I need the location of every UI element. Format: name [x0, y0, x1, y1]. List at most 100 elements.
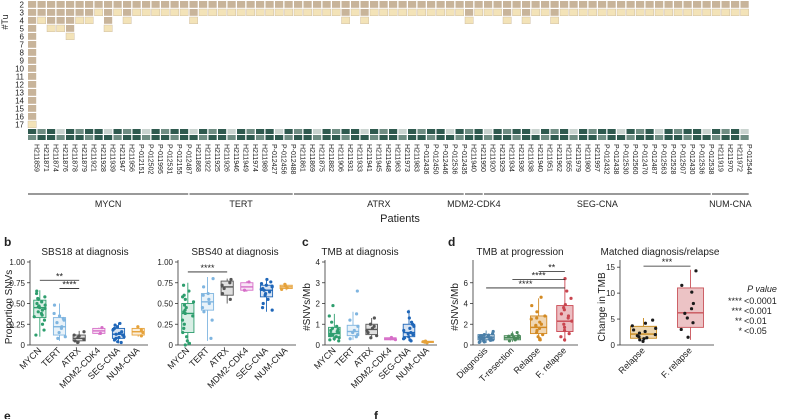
patient-id: H211929 — [498, 144, 505, 172]
annotation-cell — [246, 135, 255, 140]
tumor-cell — [360, 1, 369, 8]
tumor-cell — [104, 9, 113, 16]
annotation-cell — [341, 135, 350, 140]
tumor-cell — [28, 81, 37, 88]
tumor-cell — [151, 1, 160, 8]
row-number: 15 — [15, 105, 24, 114]
tumor-cell-last — [265, 8, 274, 17]
tumor-cell — [161, 1, 170, 8]
data-point — [643, 321, 648, 325]
annotation-cell — [455, 129, 464, 134]
annotation-cell — [294, 135, 303, 140]
annotation-cell — [674, 135, 683, 140]
annotation-cell — [237, 135, 246, 140]
data-point — [490, 331, 495, 336]
data-point — [645, 336, 649, 340]
patient-id: H211983 — [413, 144, 420, 172]
data-point — [77, 334, 81, 338]
tumor-cell — [28, 1, 37, 8]
tumor-cell — [170, 1, 179, 8]
patient-id: H211941 — [365, 144, 372, 172]
data-point — [685, 316, 689, 320]
data-point — [184, 306, 188, 310]
data-point — [266, 297, 270, 301]
annotation-cell — [408, 129, 417, 134]
tumor-cell-last — [170, 8, 179, 17]
annotation-cell — [113, 135, 122, 140]
patient-id: H211948 — [384, 144, 391, 172]
patient-id: P-012536 — [698, 144, 705, 174]
data-point — [180, 318, 185, 322]
patient-id: H211920 — [489, 144, 496, 172]
data-point — [229, 277, 233, 282]
data-point — [207, 297, 211, 301]
annotation-cell — [427, 129, 436, 134]
tumor-cell — [303, 1, 312, 8]
data-point — [412, 324, 416, 328]
tumor-cell — [56, 17, 65, 24]
annotation-cell — [379, 135, 388, 140]
annotation-cell — [142, 129, 151, 134]
data-point — [389, 335, 394, 340]
row-number: 7 — [20, 41, 25, 50]
tumor-cell — [617, 1, 626, 8]
annotation-cell — [655, 129, 664, 134]
tumor-cell-last — [227, 8, 236, 17]
annotation-cell — [151, 135, 160, 140]
tumor-cell-last — [388, 8, 398, 17]
tumor-cell — [218, 1, 227, 8]
ylabel-snvs-mb-d: #SNVs/Mb — [450, 283, 461, 331]
annotation-cell — [37, 135, 46, 140]
tumor-cell — [702, 1, 711, 8]
row-number: 3 — [20, 9, 25, 18]
significance-stars: **** — [200, 263, 215, 273]
row-number: 13 — [15, 89, 24, 98]
data-point — [539, 322, 544, 326]
data-point — [139, 334, 143, 338]
tumor-cell-last — [46, 24, 56, 33]
annotation-cell — [702, 135, 711, 140]
annotation-cell — [66, 129, 75, 134]
tumor-cell-last — [369, 8, 379, 17]
tumor-cell-last — [559, 8, 569, 17]
tumor-cell — [560, 1, 569, 8]
tumor-cell-last — [578, 8, 588, 17]
tumor-cell-last — [645, 8, 654, 17]
data-point — [40, 308, 44, 312]
y-tick-label: 2 — [316, 300, 321, 309]
y-tick-label: 15 — [606, 263, 615, 272]
box-body — [530, 315, 548, 335]
annotation-cell — [94, 135, 103, 140]
annotation-cell — [674, 129, 683, 134]
tumor-cell — [275, 1, 284, 8]
data-point — [637, 335, 641, 339]
tumor-cell — [294, 1, 303, 8]
data-point — [112, 338, 117, 342]
data-point — [117, 331, 121, 335]
annotation-cell — [132, 129, 141, 134]
patient-id: H211989 — [261, 144, 268, 172]
annotation-cell — [313, 135, 322, 140]
annotation-cell — [256, 129, 265, 134]
annotation-cell — [560, 129, 569, 134]
tumor-cell-last — [293, 8, 303, 17]
tumor-cell-last — [521, 16, 531, 25]
data-point — [116, 340, 120, 344]
tumor-cell-last — [113, 8, 122, 17]
data-point — [42, 318, 47, 322]
tumor-cell-last — [122, 16, 132, 25]
tumor-cell — [550, 1, 559, 8]
data-point — [36, 310, 40, 314]
y-tick-label: 4 — [464, 300, 469, 309]
annotation-cell — [512, 135, 521, 140]
annotation-cell — [351, 135, 360, 140]
patient-id: P-012438 — [612, 144, 619, 174]
tumor-cell — [28, 73, 37, 80]
annotation-cell — [85, 129, 94, 134]
tumor-cell-last — [217, 8, 227, 17]
patient-id: H211946 — [232, 144, 239, 172]
patient-id: H211879 — [80, 144, 87, 172]
y-tick-label: 6 — [464, 279, 469, 288]
data-point — [220, 283, 224, 287]
